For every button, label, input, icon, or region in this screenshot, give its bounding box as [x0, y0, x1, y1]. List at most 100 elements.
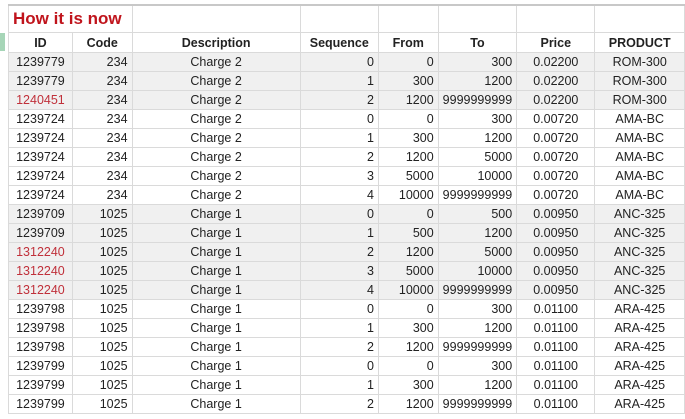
- cell-description[interactable]: Charge 1: [131, 242, 301, 262]
- cell-product[interactable]: ARA-425: [594, 375, 685, 395]
- cell-to[interactable]: 1200: [437, 318, 518, 338]
- cell-from[interactable]: 5000: [377, 166, 439, 186]
- cell-description[interactable]: Charge 2: [131, 52, 301, 72]
- cell-sequence[interactable]: 0: [299, 52, 379, 72]
- cell-description[interactable]: Charge 1: [131, 223, 301, 243]
- cell-id[interactable]: 1239724: [8, 166, 73, 186]
- cell-id[interactable]: 1239798: [8, 299, 73, 319]
- cell-sequence[interactable]: 0: [299, 109, 379, 129]
- sheet-title[interactable]: How it is now: [8, 4, 133, 33]
- cell-id[interactable]: 1312240: [8, 242, 73, 262]
- cell-to[interactable]: 5000: [437, 147, 518, 167]
- cell-price[interactable]: 0.01100: [516, 356, 596, 376]
- cell-product[interactable]: AMA-BC: [594, 166, 685, 186]
- cell-from[interactable]: 5000: [377, 261, 439, 281]
- cell-id[interactable]: 1239779: [8, 71, 73, 91]
- cell-product[interactable]: ROM-300: [594, 71, 685, 91]
- cell-id[interactable]: 1239724: [8, 185, 73, 205]
- cell-description[interactable]: Charge 1: [131, 261, 301, 281]
- cell-price[interactable]: 0.01100: [516, 318, 596, 338]
- cell-price[interactable]: 0.00950: [516, 204, 596, 224]
- cell-code[interactable]: 1025: [71, 204, 133, 224]
- cell-sequence[interactable]: 4: [299, 185, 379, 205]
- cell-code[interactable]: 234: [71, 71, 133, 91]
- cell-id[interactable]: 1239798: [8, 318, 73, 338]
- cell-description[interactable]: Charge 1: [131, 375, 301, 395]
- cell-id[interactable]: 1240451: [8, 90, 73, 110]
- cell-code[interactable]: 234: [71, 109, 133, 129]
- cell-sequence[interactable]: 0: [299, 299, 379, 319]
- cell-code[interactable]: 234: [71, 166, 133, 186]
- cell-id[interactable]: 1239799: [8, 394, 73, 414]
- cell-product[interactable]: ARA-425: [594, 299, 685, 319]
- cell-description[interactable]: Charge 2: [131, 185, 301, 205]
- header-to[interactable]: To: [437, 32, 518, 53]
- cell-from[interactable]: 300: [377, 375, 439, 395]
- cell-price[interactable]: 0.00720: [516, 185, 596, 205]
- cell-to[interactable]: 300: [437, 356, 518, 376]
- cell-from[interactable]: 1200: [377, 242, 439, 262]
- cell-description[interactable]: Charge 1: [131, 299, 301, 319]
- cell-description[interactable]: Charge 2: [131, 109, 301, 129]
- cell-code[interactable]: 234: [71, 147, 133, 167]
- cell-code[interactable]: 1025: [71, 318, 133, 338]
- cell-code[interactable]: 1025: [71, 223, 133, 243]
- cell-description[interactable]: Charge 1: [131, 318, 301, 338]
- cell-to[interactable]: 1200: [437, 223, 518, 243]
- cell-product[interactable]: ARA-425: [594, 394, 685, 414]
- cell-price[interactable]: 0.01100: [516, 375, 596, 395]
- cell-from[interactable]: 1200: [377, 147, 439, 167]
- cell-product[interactable]: ARA-425: [594, 337, 685, 357]
- cell[interactable]: [131, 4, 301, 33]
- cell-to[interactable]: 9999999999: [437, 394, 518, 414]
- cell-sequence[interactable]: 0: [299, 204, 379, 224]
- cell-to[interactable]: 9999999999: [437, 185, 518, 205]
- cell-product[interactable]: ANC-325: [594, 204, 685, 224]
- cell-product[interactable]: AMA-BC: [594, 147, 685, 167]
- cell-description[interactable]: Charge 2: [131, 90, 301, 110]
- cell-to[interactable]: 5000: [437, 242, 518, 262]
- cell-sequence[interactable]: 1: [299, 318, 379, 338]
- cell-to[interactable]: 500: [437, 204, 518, 224]
- cell-id[interactable]: 1239709: [8, 223, 73, 243]
- cell[interactable]: [594, 4, 685, 33]
- cell-from[interactable]: 300: [377, 318, 439, 338]
- cell-id[interactable]: 1239709: [8, 204, 73, 224]
- cell-from[interactable]: 0: [377, 356, 439, 376]
- cell-code[interactable]: 1025: [71, 280, 133, 300]
- cell-product[interactable]: ROM-300: [594, 90, 685, 110]
- cell-price[interactable]: 0.00950: [516, 242, 596, 262]
- cell-code[interactable]: 1025: [71, 394, 133, 414]
- cell-price[interactable]: 0.02200: [516, 90, 596, 110]
- cell-id[interactable]: 1239798: [8, 337, 73, 357]
- header-description[interactable]: Description: [131, 32, 301, 53]
- cell[interactable]: [377, 4, 439, 33]
- cell-from[interactable]: 1200: [377, 337, 439, 357]
- cell-price[interactable]: 0.02200: [516, 52, 596, 72]
- cell-to[interactable]: 10000: [437, 166, 518, 186]
- cell-description[interactable]: Charge 1: [131, 280, 301, 300]
- cell-from[interactable]: 10000: [377, 185, 439, 205]
- cell-price[interactable]: 0.01100: [516, 299, 596, 319]
- cell-to[interactable]: 1200: [437, 375, 518, 395]
- cell-from[interactable]: 1200: [377, 394, 439, 414]
- cell-from[interactable]: 1200: [377, 90, 439, 110]
- cell-product[interactable]: ANC-325: [594, 280, 685, 300]
- cell-sequence[interactable]: 1: [299, 375, 379, 395]
- cell[interactable]: [437, 4, 518, 33]
- header-code[interactable]: Code: [71, 32, 133, 53]
- cell-sequence[interactable]: 2: [299, 337, 379, 357]
- cell-id[interactable]: 1239799: [8, 375, 73, 395]
- cell-from[interactable]: 300: [377, 128, 439, 148]
- cell-product[interactable]: ROM-300: [594, 52, 685, 72]
- cell-id[interactable]: 1312240: [8, 261, 73, 281]
- cell-price[interactable]: 0.00950: [516, 280, 596, 300]
- cell-sequence[interactable]: 2: [299, 242, 379, 262]
- cell-from[interactable]: 0: [377, 204, 439, 224]
- cell-code[interactable]: 1025: [71, 375, 133, 395]
- cell-to[interactable]: 300: [437, 109, 518, 129]
- cell-to[interactable]: 9999999999: [437, 90, 518, 110]
- cell-code[interactable]: 1025: [71, 356, 133, 376]
- cell-product[interactable]: ARA-425: [594, 356, 685, 376]
- cell-code[interactable]: 1025: [71, 242, 133, 262]
